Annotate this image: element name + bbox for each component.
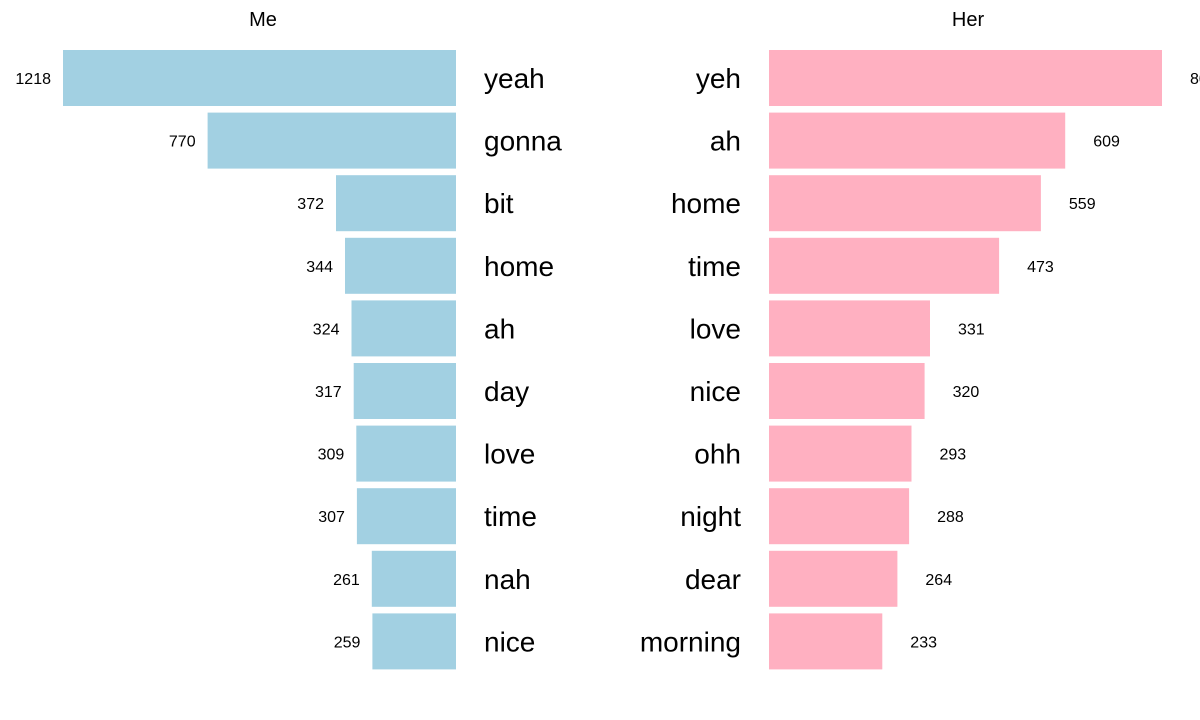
bar-me-love: [356, 425, 456, 482]
value-label-her-ohh: 293: [940, 447, 967, 464]
value-label-me-home: 344: [306, 259, 333, 276]
value-label-her-ah: 609: [1093, 134, 1120, 151]
category-label-me-ah: ah: [484, 313, 515, 344]
value-label-me-time: 307: [318, 509, 345, 526]
value-label-me-gonna: 770: [169, 134, 196, 151]
value-label-her-night: 288: [937, 509, 964, 526]
bar-me-bit: [336, 175, 456, 232]
value-label-me-bit: 372: [297, 196, 324, 213]
category-label-me-day: day: [484, 376, 529, 407]
category-label-her-yeh: yeh: [696, 63, 741, 94]
value-label-me-yeah: 1218: [15, 71, 51, 88]
category-label-me-nice: nice: [484, 626, 535, 657]
value-label-her-morning: 233: [910, 634, 937, 651]
value-label-me-ah: 324: [313, 321, 340, 338]
bar-me-day: [353, 363, 456, 419]
value-label-her-time: 473: [1027, 259, 1054, 276]
bar-her-dear: [769, 550, 898, 607]
bar-me-gonna: [207, 112, 456, 169]
value-label-me-love: 309: [318, 447, 345, 464]
bar-me-yeah: [63, 50, 456, 106]
bar-her-time: [769, 237, 1000, 294]
value-label-me-day: 317: [315, 384, 342, 401]
value-label-her-dear: 264: [925, 572, 952, 589]
category-label-me-gonna: gonna: [484, 126, 562, 157]
panel-her: 808 yeh 609 ah 559 home 473 time 331 love 320 nice 2…: [640, 50, 1200, 670]
bar-me-nah: [371, 550, 456, 607]
value-label-me-nice: 259: [334, 634, 361, 651]
panel-title-me: Me: [249, 9, 277, 31]
category-label-her-home: home: [671, 188, 741, 219]
category-label-me-yeah: yeah: [484, 63, 545, 94]
bar-me-ah: [351, 300, 456, 357]
value-label-her-home: 559: [1069, 196, 1096, 213]
value-label-her-nice: 320: [953, 384, 980, 401]
bar-her-morning: [769, 613, 883, 670]
bar-her-ah: [769, 112, 1066, 169]
category-label-me-time: time: [484, 501, 537, 532]
category-label-me-home: home: [484, 251, 554, 282]
bar-her-ohh: [769, 425, 912, 482]
bar-me-time: [356, 488, 456, 545]
panel-title-her: Her: [952, 9, 985, 31]
category-label-her-dear: dear: [685, 564, 741, 595]
category-label-me-love: love: [484, 439, 535, 470]
category-label-her-night: night: [680, 501, 741, 532]
bar-her-night: [769, 488, 910, 545]
bar-her-love: [769, 300, 930, 357]
category-label-her-time: time: [688, 251, 741, 282]
bar-her-yeh: [769, 50, 1162, 106]
category-label-her-ohh: ohh: [694, 439, 741, 470]
category-label-her-ah: ah: [710, 126, 741, 157]
category-label-her-nice: nice: [690, 376, 741, 407]
value-label-her-love: 331: [958, 321, 985, 338]
panel-me: 1218 yeah 770 gonna 372 bit 344 home 324 ah 317 day…: [15, 50, 562, 670]
category-label-her-morning: morning: [640, 626, 741, 657]
category-label-me-bit: bit: [484, 188, 514, 219]
category-label-her-love: love: [690, 313, 741, 344]
bar-me-home: [345, 237, 456, 294]
bar-me-nice: [372, 613, 456, 670]
bar-her-nice: [769, 363, 925, 419]
category-label-me-nah: nah: [484, 564, 531, 595]
bar-her-home: [769, 175, 1041, 232]
value-label-her-yeh: 808: [1190, 71, 1200, 88]
value-label-me-nah: 261: [333, 572, 360, 589]
